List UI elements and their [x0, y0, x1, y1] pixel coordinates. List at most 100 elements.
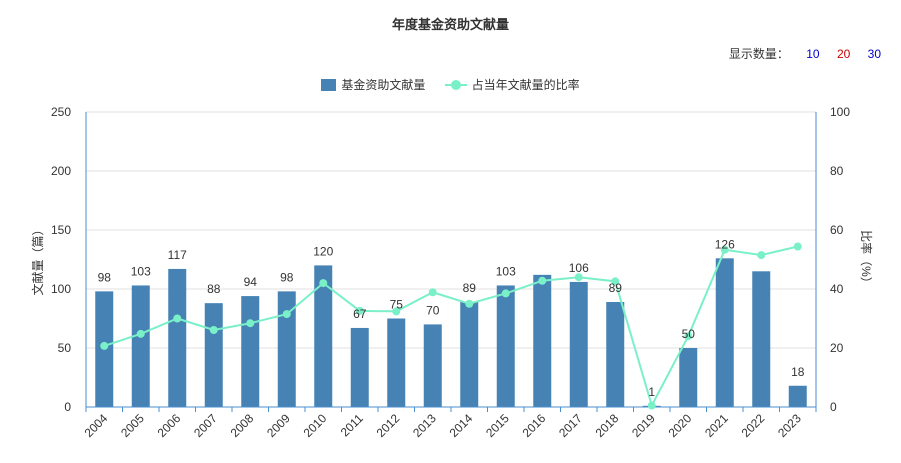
bar-value-label: 89: [463, 281, 477, 295]
bar-value-label: 1: [648, 385, 655, 399]
bar-value-label: 103: [496, 264, 516, 278]
bar-value-label: 18: [791, 365, 805, 379]
ratio-point: [282, 310, 291, 319]
x-tick-label: 2016: [520, 411, 549, 440]
x-tick-label: 2004: [82, 411, 111, 440]
x-tick-label: 2007: [191, 411, 220, 440]
bar-value-label: 89: [609, 281, 623, 295]
bar-value-label: 117: [168, 248, 187, 262]
x-tick-label: 2019: [629, 411, 658, 440]
x-tick-label: 2013: [410, 411, 439, 440]
bar-value-label: 98: [280, 270, 294, 284]
legend-bar-swatch: [321, 78, 337, 91]
bar: [131, 285, 150, 407]
y-left-tick-label: 0: [64, 400, 71, 414]
y-left-tick-label: 250: [51, 105, 71, 119]
bar: [350, 327, 369, 407]
x-tick-label: 2006: [155, 411, 184, 440]
bar-value-label: 106: [569, 261, 589, 275]
bar-value-label: 126: [715, 237, 735, 251]
x-tick-label: 2010: [301, 411, 330, 440]
bar: [752, 271, 771, 407]
chart-legend: 基金资助文献量 占当年文献量的比率: [0, 76, 901, 94]
ratio-point: [392, 307, 401, 316]
line-series: [100, 242, 802, 410]
y-left-tick-label: 150: [51, 223, 71, 237]
ratio-point: [319, 279, 328, 288]
bar: [387, 318, 406, 407]
ratio-line: [103, 245, 798, 409]
bar: [204, 303, 223, 407]
bar: [679, 348, 698, 407]
y-left-tick-label: 50: [58, 341, 72, 355]
ratio-point: [647, 401, 656, 410]
bar: [715, 258, 734, 407]
display-count-selector: 显示数量： 10 20 30: [729, 45, 881, 62]
ratio-point: [757, 251, 766, 260]
ratio-point: [793, 242, 802, 251]
display-count-option-20[interactable]: 20: [836, 47, 851, 61]
bar-value-label: 94: [244, 275, 258, 289]
bar: [168, 268, 187, 407]
bar: [277, 291, 296, 407]
display-count-option-10[interactable]: 10: [806, 47, 820, 61]
x-tick-label: 2008: [228, 411, 257, 440]
ratio-point: [136, 329, 145, 338]
bar: [423, 324, 442, 407]
ratio-point: [465, 299, 474, 308]
x-tick-label: 2017: [556, 411, 585, 440]
bar: [533, 274, 552, 407]
data-labels: 98 103 117 88 94 98 120 67 75 70 89 103 106 89 1 50 126 1…: [98, 237, 805, 399]
y-right-tick-label: 0: [830, 400, 837, 414]
ratio-point: [355, 306, 364, 315]
bar: [569, 281, 588, 407]
y-right-tick-label: 60: [830, 223, 844, 237]
ratio-point: [538, 276, 547, 285]
x-tick-label: 2012: [374, 411, 403, 440]
x-tick-label: 2022: [739, 411, 768, 440]
bar-value-label: 75: [390, 298, 404, 312]
y-right-tick-label: 20: [830, 341, 844, 355]
bar: [460, 301, 479, 407]
grid-lines: [86, 111, 816, 349]
ratio-point: [100, 341, 109, 350]
x-tick-label: 2014: [447, 411, 476, 440]
y-left-tick-label: 200: [51, 164, 71, 178]
y-left-axis-title: 文献量（篇）: [30, 223, 45, 295]
x-tick-label: 2015: [483, 411, 512, 440]
bar-value-label: 67: [353, 307, 367, 321]
ratio-point: [611, 277, 620, 286]
display-count-option-30[interactable]: 30: [867, 47, 881, 61]
x-tick-label: 2023: [775, 411, 804, 440]
bar: [606, 301, 625, 407]
ratio-point: [574, 273, 583, 282]
ratio-point: [684, 332, 693, 341]
ratio-point: [209, 326, 218, 335]
display-count-label: 显示数量：: [728, 47, 789, 61]
x-tick-label: 2018: [593, 411, 622, 440]
bar-value-label: 98: [98, 270, 112, 284]
ratio-point: [720, 245, 729, 254]
bar: [788, 385, 807, 407]
bar: [241, 296, 260, 407]
legend-line-label: 占当年文献量的比率: [471, 78, 580, 92]
legend-item-bar[interactable]: 基金资助文献量: [321, 76, 425, 93]
legend-item-line[interactable]: 占当年文献量的比率: [444, 76, 580, 93]
ratio-point: [173, 314, 182, 323]
x-tick-label: 2009: [264, 411, 293, 440]
bar-series: [95, 258, 807, 407]
bar: [496, 285, 515, 407]
ratio-point: [428, 288, 437, 297]
y-right-tick-label: 80: [830, 164, 844, 178]
legend-line-swatch: [444, 79, 467, 91]
bar-value-label: 103: [131, 264, 151, 278]
legend-bar-label: 基金资助文献量: [341, 78, 426, 92]
chart-title: 年度基金资助文献量: [391, 17, 509, 32]
bar: [314, 265, 333, 407]
bar-value-label: 50: [682, 327, 696, 341]
bar-value-label: 88: [207, 282, 221, 296]
x-tick-label: 2021: [702, 411, 731, 440]
x-tick-label: 2005: [118, 411, 147, 440]
x-tick-label: 2011: [338, 411, 366, 439]
